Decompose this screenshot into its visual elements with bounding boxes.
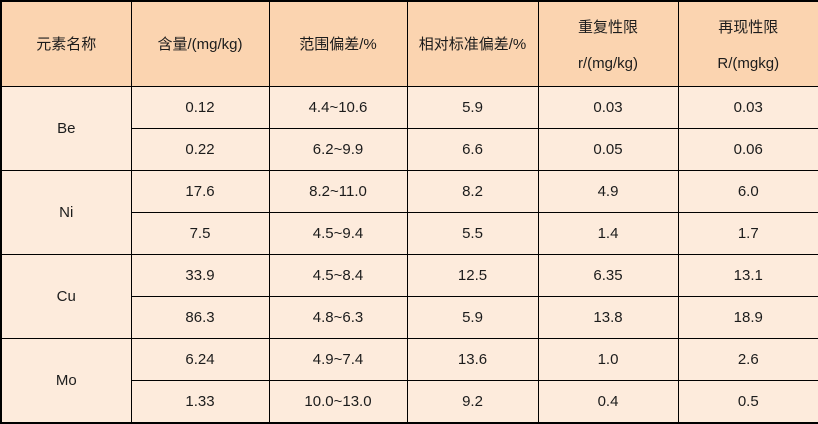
cell-range-deviation: 10.0~13.0 — [268, 380, 408, 424]
cell-content: 17.6 — [130, 169, 270, 213]
cell-rsd: 5.9 — [406, 296, 539, 340]
cell-range-deviation: 4.4~10.6 — [268, 85, 408, 129]
cell-reproducibility: 13.1 — [677, 253, 818, 298]
table-row: Be 0.12 4.4~10.6 5.9 0.03 0.03 — [0, 85, 818, 171]
header-range-deviation: 范围偏差/% — [268, 0, 408, 87]
element-cell-cu: Cu — [0, 253, 132, 340]
cell-reproducibility: 1.7 — [677, 211, 818, 256]
header-repeatability-title: 重复性限 — [577, 18, 638, 36]
header-reproducibility-title: 再现性限 — [718, 18, 779, 36]
cell-reproducibility: 0.06 — [677, 127, 818, 171]
cell-repeatability: 0.4 — [537, 380, 679, 424]
cell-reproducibility: 0.5 — [677, 380, 818, 424]
element-cell-be: Be — [0, 85, 132, 171]
cell-repeatability: 0.05 — [537, 127, 679, 171]
cell-range-deviation: 4.5~8.4 — [268, 253, 408, 298]
cell-content: 6.24 — [130, 338, 270, 382]
cell-reproducibility: 0.03 — [677, 85, 818, 129]
header-repeatability-limit: 重复性限 r/(mg/kg) — [537, 0, 679, 87]
cell-rsd: 5.5 — [406, 211, 539, 256]
cell-repeatability: 0.03 — [537, 85, 679, 129]
table-row: Mo 6.24 4.9~7.4 13.6 1.0 2.6 — [0, 338, 818, 424]
header-repeatability-unit: r/(mg/kg) — [578, 54, 638, 72]
cell-reproducibility: 2.6 — [677, 338, 818, 382]
header-element-name: 元素名称 — [0, 0, 132, 87]
cell-content: 1.33 — [130, 380, 270, 424]
table-row: 7.5 4.5~9.4 5.5 1.4 1.7 — [1, 211, 818, 256]
cell-range-deviation: 4.8~6.3 — [268, 296, 408, 340]
cell-range-deviation: 6.2~9.9 — [268, 127, 408, 171]
cell-content: 7.5 — [130, 211, 270, 256]
cell-content: 0.22 — [130, 127, 270, 171]
cell-repeatability: 13.8 — [537, 296, 679, 340]
table-row: 1.33 10.0~13.0 9.2 0.4 0.5 — [1, 380, 818, 424]
element-cell-mo: Mo — [0, 338, 132, 424]
cell-range-deviation: 4.9~7.4 — [268, 338, 408, 382]
cell-content: 0.12 — [130, 85, 270, 129]
cell-repeatability: 1.4 — [537, 211, 679, 256]
cell-rsd: 13.6 — [406, 338, 539, 382]
cell-rsd: 5.9 — [406, 85, 539, 129]
element-cell-ni: Ni — [0, 169, 132, 256]
header-relative-std-deviation: 相对标准偏差/% — [406, 0, 539, 87]
cell-rsd: 6.6 — [406, 127, 539, 171]
table-row: Cu 33.9 4.5~8.4 12.5 6.35 13.1 — [0, 253, 818, 340]
cell-repeatability: 4.9 — [537, 169, 679, 213]
cell-repeatability: 1.0 — [537, 338, 679, 382]
table-row: 86.3 4.8~6.3 5.9 13.8 18.9 — [1, 296, 818, 340]
table-row: 0.22 6.2~9.9 6.6 0.05 0.06 — [1, 127, 818, 171]
cell-rsd: 8.2 — [406, 169, 539, 213]
cell-rsd: 9.2 — [406, 380, 539, 424]
header-reproducibility-unit: R/(mgkg) — [717, 54, 780, 72]
cell-rsd: 12.5 — [406, 253, 539, 298]
header-content: 含量/(mg/kg) — [130, 0, 270, 87]
cell-range-deviation: 8.2~11.0 — [268, 169, 408, 213]
header-reproducibility-limit: 再现性限 R/(mgkg) — [677, 0, 818, 87]
table-header-row: 元素名称 含量/(mg/kg) 范围偏差/% 相对标准偏差/% 重复性限 r/(… — [0, 0, 818, 87]
cell-content: 33.9 — [130, 253, 270, 298]
cell-content: 86.3 — [130, 296, 270, 340]
cell-reproducibility: 18.9 — [677, 296, 818, 340]
cell-reproducibility: 6.0 — [677, 169, 818, 213]
table-row: Ni 17.6 8.2~11.0 8.2 4.9 6.0 — [0, 169, 818, 256]
cell-range-deviation: 4.5~9.4 — [268, 211, 408, 256]
cell-repeatability: 6.35 — [537, 253, 679, 298]
